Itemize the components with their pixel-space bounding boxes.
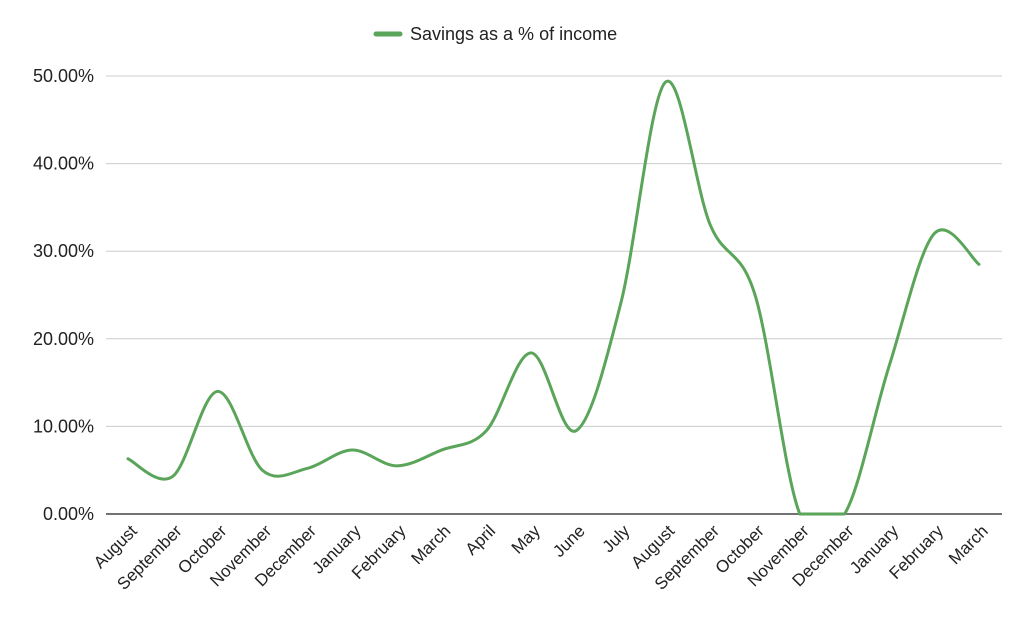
series-layer [124, 78, 983, 518]
data-point [393, 462, 401, 470]
data-point [214, 387, 222, 395]
legend-label: Savings as a % of income [410, 24, 617, 44]
data-point [303, 464, 311, 472]
data-point [975, 260, 983, 268]
data-point [124, 455, 132, 463]
data-point [617, 300, 625, 308]
x-axis-ticks: AugustSeptemberOctoberNovemberDecemberJa… [90, 521, 992, 594]
x-tick-label: July [599, 521, 634, 556]
y-tick-label: 30.00% [33, 241, 94, 261]
data-point [169, 472, 177, 480]
y-tick-label: 10.00% [33, 416, 94, 436]
data-point [930, 230, 938, 238]
data-point [482, 427, 490, 435]
data-point [438, 446, 446, 454]
series-line-savings [126, 79, 981, 516]
y-axis-ticks: 0.00% 10.00% 20.00% 30.00% 40.00% 50.00% [33, 66, 94, 524]
y-tick-label: 0.00% [43, 504, 94, 524]
x-tick-label: March [408, 521, 455, 568]
x-tick-label: May [508, 521, 544, 557]
x-tick-label: June [549, 521, 589, 561]
data-point [527, 349, 535, 357]
data-point [661, 78, 669, 86]
data-point [258, 466, 266, 474]
legend: Savings as a % of income [373, 24, 617, 44]
x-tick-label: March [945, 521, 992, 568]
data-point [796, 510, 804, 518]
data-point [751, 291, 759, 299]
x-tick-label: April [462, 521, 499, 558]
y-tick-label: 20.00% [33, 329, 94, 349]
data-point [572, 427, 580, 435]
data-point [348, 446, 356, 454]
data-point [706, 221, 714, 229]
y-tick-label: 40.00% [33, 154, 94, 174]
y-tick-label: 50.00% [33, 66, 94, 86]
data-point [841, 510, 849, 518]
gridlines [106, 75, 1002, 515]
data-point [885, 361, 893, 369]
